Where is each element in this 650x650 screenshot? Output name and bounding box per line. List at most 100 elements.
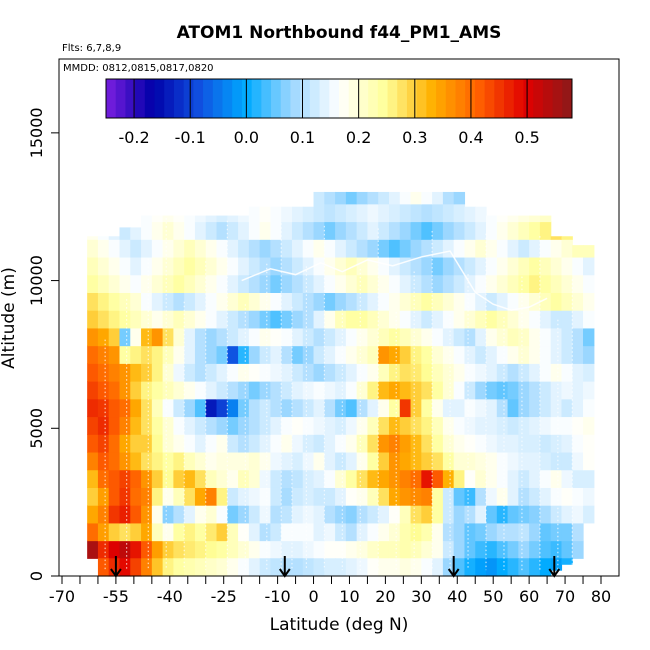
heatmap-cell xyxy=(141,327,153,347)
heatmap-cell xyxy=(324,451,336,471)
heatmap-cell xyxy=(238,256,250,276)
heatmap-cell xyxy=(151,469,164,488)
heatmap-cell xyxy=(302,345,315,364)
heatmap-cell xyxy=(184,256,196,276)
heatmap-cell xyxy=(399,540,412,559)
heatmap-cell xyxy=(227,558,239,577)
heatmap-cell xyxy=(529,221,541,240)
heatmap-cell xyxy=(345,505,358,524)
heatmap-cell xyxy=(453,381,466,400)
heatmap-cell xyxy=(496,558,509,577)
heatmap-cell xyxy=(356,398,369,418)
x-axis: -70 -55 -40 -25 -10 0 10 20 30 40 50 60 70 80 xyxy=(49,576,611,606)
heatmap-cell xyxy=(302,434,315,453)
heatmap-cell xyxy=(130,434,142,453)
heatmap-cell xyxy=(529,327,541,347)
heatmap-cell xyxy=(356,327,369,347)
heatmap-cell xyxy=(227,239,239,258)
heatmap-cell xyxy=(432,292,444,311)
heatmap-cell xyxy=(184,239,196,258)
heatmap-cell xyxy=(399,327,412,347)
heatmap-cell xyxy=(248,327,261,347)
heatmap-cell xyxy=(248,206,261,223)
heatmap-cell xyxy=(583,381,595,400)
heatmap-cell xyxy=(130,227,142,240)
heatmap-cell xyxy=(238,505,250,524)
heatmap-cell xyxy=(119,292,131,311)
heatmap-cell xyxy=(518,256,530,276)
heatmap-cell xyxy=(421,274,433,293)
heatmap-cell xyxy=(442,363,455,382)
heatmap-cell xyxy=(227,416,239,435)
heatmap-cell xyxy=(151,327,164,347)
heatmap-cell xyxy=(378,522,390,542)
heatmap-cell xyxy=(141,221,153,240)
heatmap-cell xyxy=(550,469,563,488)
heatmap-cell xyxy=(388,363,401,382)
heatmap-cell xyxy=(205,327,218,347)
heatmap-cell xyxy=(561,345,573,364)
heatmap-cell xyxy=(184,416,196,435)
heatmap-cell xyxy=(259,505,272,524)
x-tick-label: 50 xyxy=(483,587,503,606)
heatmap-cell xyxy=(119,363,131,382)
heatmap-cell xyxy=(151,215,164,223)
heatmap-cell xyxy=(356,487,369,506)
heatmap-cell xyxy=(496,469,509,488)
heatmap-cell xyxy=(270,221,282,240)
heatmap-cell xyxy=(561,469,573,488)
heatmap-cell xyxy=(583,245,595,258)
heatmap-cell xyxy=(486,434,498,453)
heatmap-cell xyxy=(162,522,174,542)
heatmap-cell xyxy=(291,469,304,488)
heatmap-cell xyxy=(324,434,336,453)
heatmap-cell xyxy=(475,505,487,524)
heatmap-cell xyxy=(388,451,401,471)
heatmap-cell xyxy=(335,505,347,524)
heatmap-cell xyxy=(583,292,595,311)
heatmap-cell xyxy=(367,363,379,382)
heatmap-cell xyxy=(507,469,519,488)
heatmap-cell xyxy=(227,540,239,559)
heatmap-cell xyxy=(442,398,455,418)
heatmap-cell xyxy=(194,434,207,453)
heatmap-cell xyxy=(335,487,347,506)
heatmap-cell xyxy=(281,398,293,418)
profile-arrow xyxy=(278,556,291,578)
colorbar-segment xyxy=(377,79,389,118)
heatmap-cell xyxy=(302,558,315,577)
heatmap-cell xyxy=(141,505,153,524)
heatmap-cell xyxy=(518,487,530,506)
heatmap-cell xyxy=(507,451,519,471)
heatmap-cell xyxy=(421,345,433,364)
heatmap-cell xyxy=(173,221,185,240)
x-tick-label: 70 xyxy=(555,587,575,606)
heatmap-cell xyxy=(259,274,272,293)
heatmap-cell xyxy=(507,434,519,453)
heatmap-cell xyxy=(388,540,401,559)
heatmap-cell xyxy=(259,363,272,382)
heatmap-cell xyxy=(410,487,422,506)
x-tick-label: -10 xyxy=(265,587,291,606)
heatmap-cell xyxy=(432,487,444,506)
heatmap-cell xyxy=(302,221,315,240)
heatmap-cell xyxy=(388,221,401,240)
heatmap-cell xyxy=(345,416,358,435)
heatmap-cell xyxy=(335,191,347,205)
heatmap-cell xyxy=(550,239,563,258)
heatmap-cell xyxy=(518,292,530,311)
heatmap-cell xyxy=(291,327,304,347)
x-tick-label: -55 xyxy=(103,587,129,606)
heatmap-cell xyxy=(518,310,530,329)
heatmap-cell xyxy=(496,256,509,276)
heatmap-cell xyxy=(141,256,153,276)
heatmap-cell xyxy=(324,469,336,488)
heatmap-cell xyxy=(216,540,228,559)
heatmap-cell xyxy=(313,522,325,542)
heatmap-cell xyxy=(302,451,315,471)
heatmap-cell xyxy=(302,363,315,382)
heatmap-cell xyxy=(184,434,196,453)
heatmap-cell xyxy=(432,434,444,453)
heatmap-cell xyxy=(442,310,455,329)
heatmap-cell xyxy=(119,451,131,471)
